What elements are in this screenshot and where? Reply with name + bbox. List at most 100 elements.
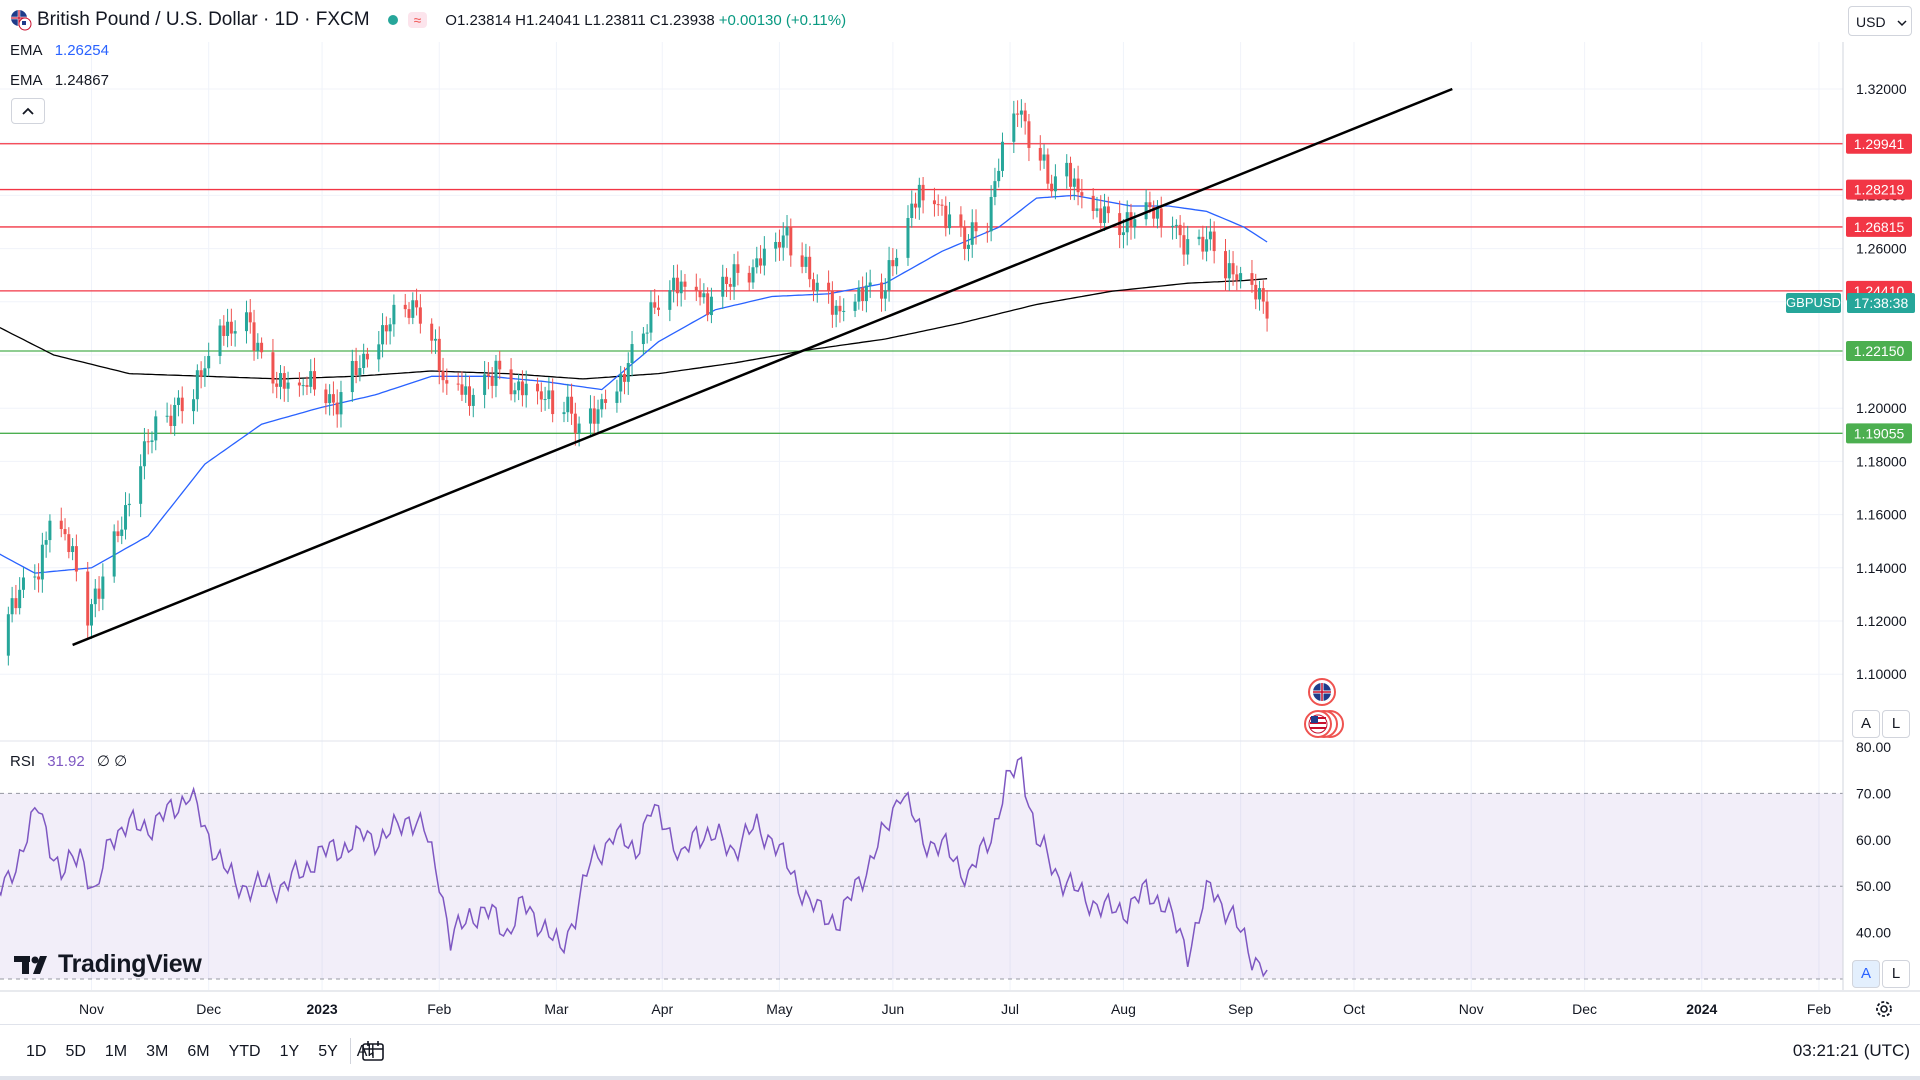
utc-clock[interactable]: 03:21:21 (UTC) (1793, 1041, 1910, 1061)
candle (573, 402, 577, 446)
support-resistance-levels[interactable] (0, 143, 1843, 434)
candle (275, 371, 279, 399)
time-tick-label: Dec (1572, 1001, 1597, 1017)
candle (808, 246, 812, 288)
range-button-1y[interactable]: 1Y (279, 1043, 300, 1060)
range-button-5y[interactable]: 5Y (318, 1043, 338, 1060)
range-button-6m[interactable]: 6M (187, 1043, 210, 1060)
candle (460, 371, 464, 402)
range-button-1d[interactable]: 1D (26, 1043, 47, 1060)
rsi-extra: ∅ ∅ (96, 753, 128, 770)
ema-fast-line (0, 194, 1268, 574)
tradingview-logo[interactable]: TradingView (14, 950, 202, 979)
candle (672, 265, 676, 303)
candle (966, 234, 970, 262)
candle (1197, 229, 1201, 246)
candle (694, 273, 698, 302)
candle (1106, 196, 1110, 223)
bottom-toolbar (0, 1024, 1920, 1077)
candle (974, 209, 978, 245)
candle (248, 299, 252, 334)
candle (146, 429, 150, 455)
time-tick-label: May (766, 1001, 792, 1017)
candle (418, 294, 422, 334)
candle (71, 538, 75, 561)
candle (18, 577, 22, 615)
symbol-title[interactable]: British Pound / U.S. Dollar · 1D · FXCM (37, 9, 370, 30)
candle (834, 300, 838, 328)
candle (1103, 193, 1107, 231)
candle (93, 579, 97, 618)
candle (887, 246, 891, 302)
ascending-trendline[interactable] (72, 87, 1453, 647)
level-tag-text: 1.28219 (1854, 182, 1905, 198)
candle (486, 362, 490, 390)
rsi-axis-ticks: 80.00 70.00 60.00 50.00 40.00 (1856, 739, 1891, 941)
candle (774, 232, 778, 262)
rsi-legend[interactable]: RSI 31.92 ∅ ∅ (10, 752, 131, 770)
candle (1239, 266, 1243, 289)
candle (1201, 225, 1205, 260)
candle (490, 367, 494, 399)
candle (44, 531, 48, 558)
candle (970, 209, 974, 258)
rsi-log-scale-button[interactable]: L (1882, 960, 1910, 988)
candle (1155, 200, 1159, 229)
candle (1258, 280, 1262, 311)
candle (1227, 249, 1231, 291)
candle (781, 222, 785, 261)
range-button-ytd[interactable]: YTD (228, 1043, 261, 1060)
symbol-legend[interactable]: British Pound / U.S. Dollar · 1D · FXCM … (10, 9, 850, 31)
range-button-1m[interactable]: 1M (104, 1043, 128, 1060)
collapse-legend-button[interactable] (11, 98, 45, 124)
calendar-goto-date-icon[interactable] (360, 1038, 386, 1064)
auto-scale-button[interactable]: A (1852, 710, 1880, 738)
candle (921, 177, 925, 214)
candle (309, 359, 313, 394)
us-flag-event[interactable] (1304, 710, 1344, 738)
candle (260, 337, 264, 359)
wave-icon[interactable]: ≈ (407, 12, 428, 28)
price-axis-bg[interactable] (1843, 42, 1920, 992)
candle (649, 290, 653, 341)
candle (471, 388, 475, 418)
rsi-auto-scale-button[interactable]: A (1852, 960, 1880, 988)
candle (600, 393, 604, 418)
range-button-all[interactable]: All (356, 1043, 375, 1060)
candle (626, 352, 630, 395)
gear-icon[interactable] (1873, 998, 1895, 1020)
price-tick-label: 1.16000 (1856, 507, 1907, 523)
candle (362, 343, 366, 375)
candle (619, 365, 623, 403)
time-tick-label: Nov (1459, 1001, 1484, 1017)
candle (1250, 259, 1254, 293)
candle (759, 245, 763, 274)
candle (1121, 219, 1125, 249)
candle (698, 278, 702, 306)
candle (1016, 100, 1020, 127)
range-button-3m[interactable]: 3M (146, 1043, 169, 1060)
candle (173, 397, 177, 436)
candle (932, 187, 936, 217)
log-scale-label: L (1891, 715, 1901, 732)
ema-fast-legend[interactable]: EMA 1.26254 (10, 42, 113, 59)
rsi-tick-label: 50.00 (1856, 878, 1891, 894)
candle (90, 598, 93, 639)
uk-flag-event[interactable] (1308, 678, 1336, 706)
candle (411, 292, 415, 325)
level-tag-text: 1.22150 (1854, 343, 1905, 359)
candle (101, 563, 105, 611)
candle (1205, 226, 1209, 262)
candle (124, 492, 128, 540)
ema-slow-legend[interactable]: EMA 1.24867 (10, 72, 113, 89)
log-scale-button[interactable]: L (1882, 710, 1910, 738)
currency-selector[interactable]: USD (1848, 6, 1912, 36)
tradingview-logo-icon (14, 955, 47, 974)
candle (732, 253, 736, 300)
candle (1224, 238, 1227, 292)
candle (891, 248, 895, 277)
range-button-5d[interactable]: 5D (65, 1043, 86, 1060)
candle (407, 302, 411, 325)
candle (218, 319, 222, 365)
